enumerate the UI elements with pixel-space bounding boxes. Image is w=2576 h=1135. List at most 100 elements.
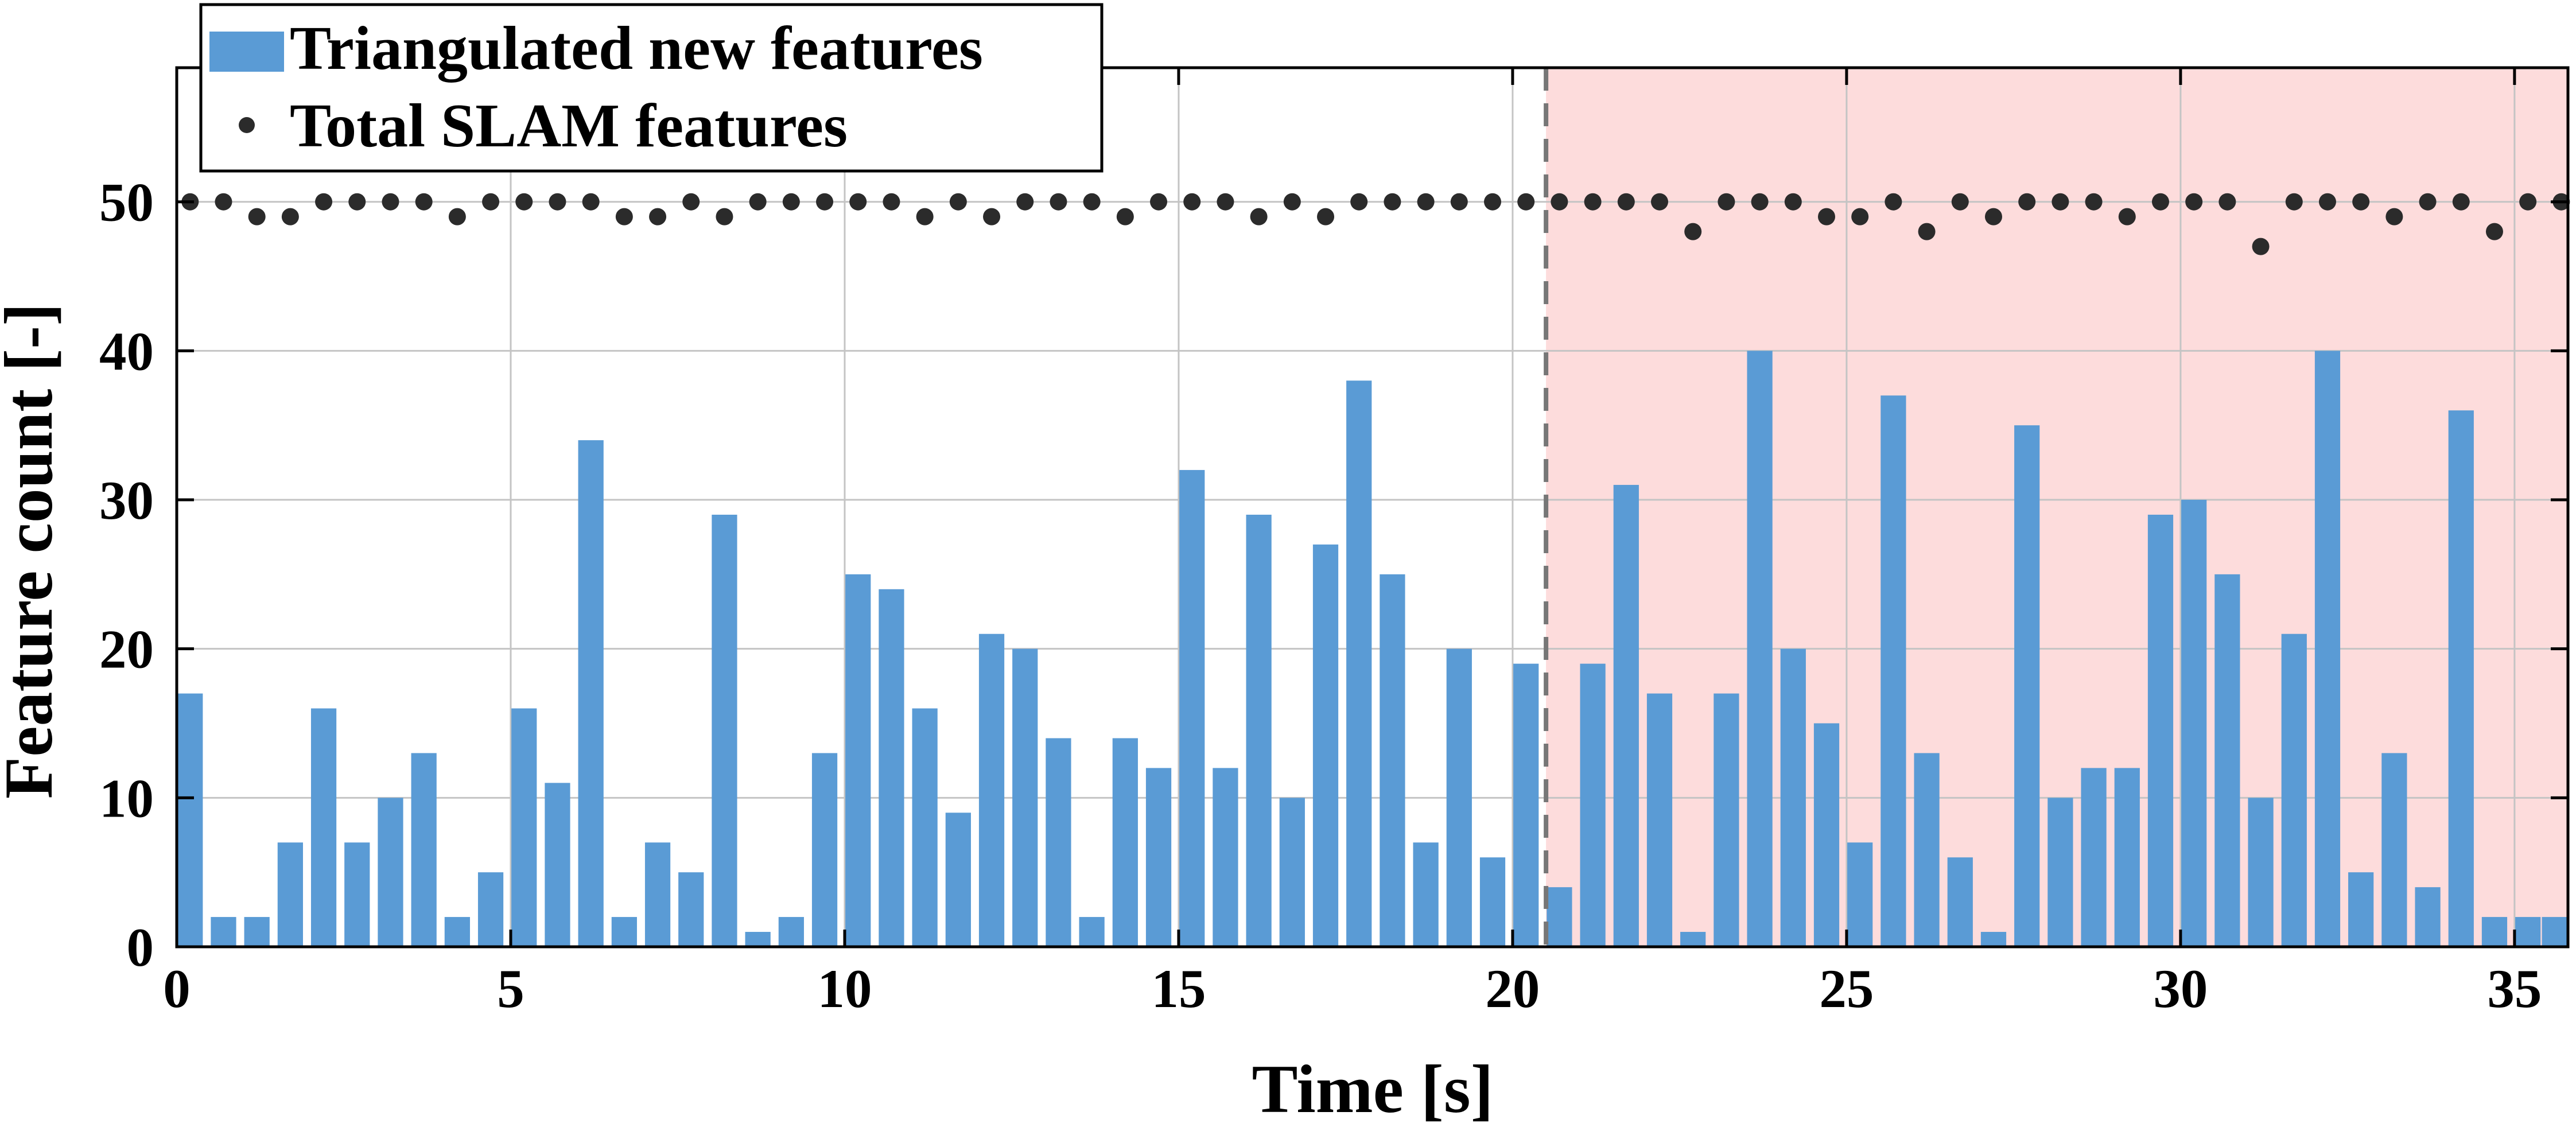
slam-feature-dot	[1083, 193, 1101, 211]
slam-feature-dot	[2118, 208, 2136, 226]
x-tick-label: 10	[817, 958, 872, 1019]
slam-feature-dot	[281, 208, 299, 226]
y-tick-label: 30	[99, 470, 154, 531]
slam-feature-dot	[1617, 193, 1635, 211]
slam-feature-dot	[382, 193, 399, 211]
y-axis-title: Feature count [-]	[0, 303, 67, 799]
slam-feature-dot	[1350, 193, 1368, 211]
slam-feature-dot	[1651, 193, 1669, 211]
feature-bar	[411, 753, 437, 947]
feature-bar	[644, 842, 671, 947]
feature-bar	[912, 708, 938, 947]
slam-feature-dot	[2285, 193, 2303, 211]
slam-feature-dot	[1016, 193, 1034, 211]
slam-feature-dot	[2385, 208, 2403, 226]
gridlines-layer	[176, 68, 2568, 948]
slam-feature-dot	[749, 193, 767, 211]
feature-bar	[578, 440, 604, 947]
feature-bar	[611, 917, 637, 947]
feature-bar	[1046, 738, 1071, 947]
slam-feature-dot	[1751, 193, 1769, 211]
feature-bar	[177, 693, 203, 947]
x-tick-label: 15	[1151, 958, 1206, 1019]
slam-feature-dot	[2318, 193, 2336, 211]
slam-feature-dot	[1918, 223, 1936, 240]
slam-feature-dot	[649, 208, 667, 226]
feature-bar	[1947, 857, 1973, 947]
feature-bar	[2214, 574, 2240, 947]
feature-bar	[1880, 395, 1906, 947]
x-axis-title: Time [s]	[1252, 1051, 1493, 1127]
slam-feature-dot	[549, 193, 566, 211]
bars-layer	[177, 351, 2567, 947]
feature-bar	[678, 872, 704, 947]
slam-feature-dot	[2052, 193, 2069, 211]
feature-bar	[1213, 768, 1238, 947]
y-tick-label: 40	[99, 321, 154, 382]
slam-feature-dot	[2419, 193, 2437, 211]
slam-feature-dot	[2519, 193, 2537, 211]
slam-feature-dot	[2018, 193, 2036, 211]
feature-bar	[1580, 663, 1606, 947]
legend-bar-swatch	[209, 32, 284, 72]
feature-bar	[2281, 633, 2307, 947]
slam-feature-dot	[1450, 193, 1468, 211]
slam-feature-dot	[1384, 193, 1401, 211]
feature-bar	[1914, 753, 1940, 947]
plot-frame	[175, 66, 2570, 949]
feature-bar	[1179, 470, 1205, 947]
feature-bar	[244, 917, 270, 947]
slam-feature-dot	[716, 208, 733, 226]
slam-feature-dot	[849, 193, 867, 211]
feature-bar	[2415, 887, 2441, 947]
feature-bar	[1246, 514, 1272, 947]
slam-feature-dot	[582, 193, 600, 211]
feature-bar	[945, 813, 971, 947]
slam-feature-dot	[682, 193, 700, 211]
x-tick-label: 20	[1485, 958, 1540, 1019]
x-tick-label: 25	[1819, 958, 1874, 1019]
slam-feature-dot	[615, 208, 633, 226]
feature-bar	[1446, 648, 1472, 947]
feature-bar	[1547, 887, 1572, 947]
slam-feature-dot	[348, 193, 366, 211]
feature-bar	[2448, 410, 2474, 947]
feature-bar	[1346, 380, 1372, 947]
x-tick-label: 5	[497, 958, 524, 1019]
feature-bar	[2181, 500, 2207, 947]
feature-bar	[2081, 768, 2107, 947]
feature-bar	[2348, 872, 2374, 947]
feature-bar	[1747, 351, 1773, 947]
slam-feature-dot	[515, 193, 533, 211]
slam-feature-dot	[1183, 193, 1201, 211]
feature-bar	[978, 633, 1005, 947]
slam-feature-dot	[2085, 193, 2103, 211]
slam-feature-dot	[1283, 193, 1301, 211]
feature-bar	[1312, 544, 1339, 947]
feature-bar	[2147, 514, 2174, 947]
legend-label-total-slam: Total SLAM features	[290, 92, 848, 160]
slam-feature-dot	[1684, 223, 1702, 240]
y-tick-label: 0	[127, 917, 154, 978]
slam-feature-dot	[1317, 208, 1335, 226]
feature-bar	[1847, 842, 1873, 947]
feature-bar	[1680, 932, 1706, 947]
feature-bar	[1646, 693, 1673, 947]
slam-feature-dot	[448, 208, 466, 226]
feature-bar	[2515, 917, 2541, 947]
feature-bar	[2542, 917, 2567, 947]
slam-feature-dot	[916, 208, 934, 226]
slam-feature-dot	[2485, 223, 2503, 240]
feature-bar	[1513, 663, 1539, 947]
slam-feature-dot	[883, 193, 900, 211]
legend: Triangulated new features Total SLAM fea…	[199, 3, 1104, 173]
slam-feature-dot	[1050, 193, 1067, 211]
slam-feature-dot	[1484, 193, 1502, 211]
slam-feature-dot	[1250, 208, 1268, 226]
feature-bar	[1980, 932, 2007, 947]
slam-feature-dot	[1817, 208, 1835, 226]
slam-feature-dot	[1417, 193, 1435, 211]
y-tick-label: 50	[99, 172, 154, 233]
feature-bar	[1380, 574, 1405, 947]
